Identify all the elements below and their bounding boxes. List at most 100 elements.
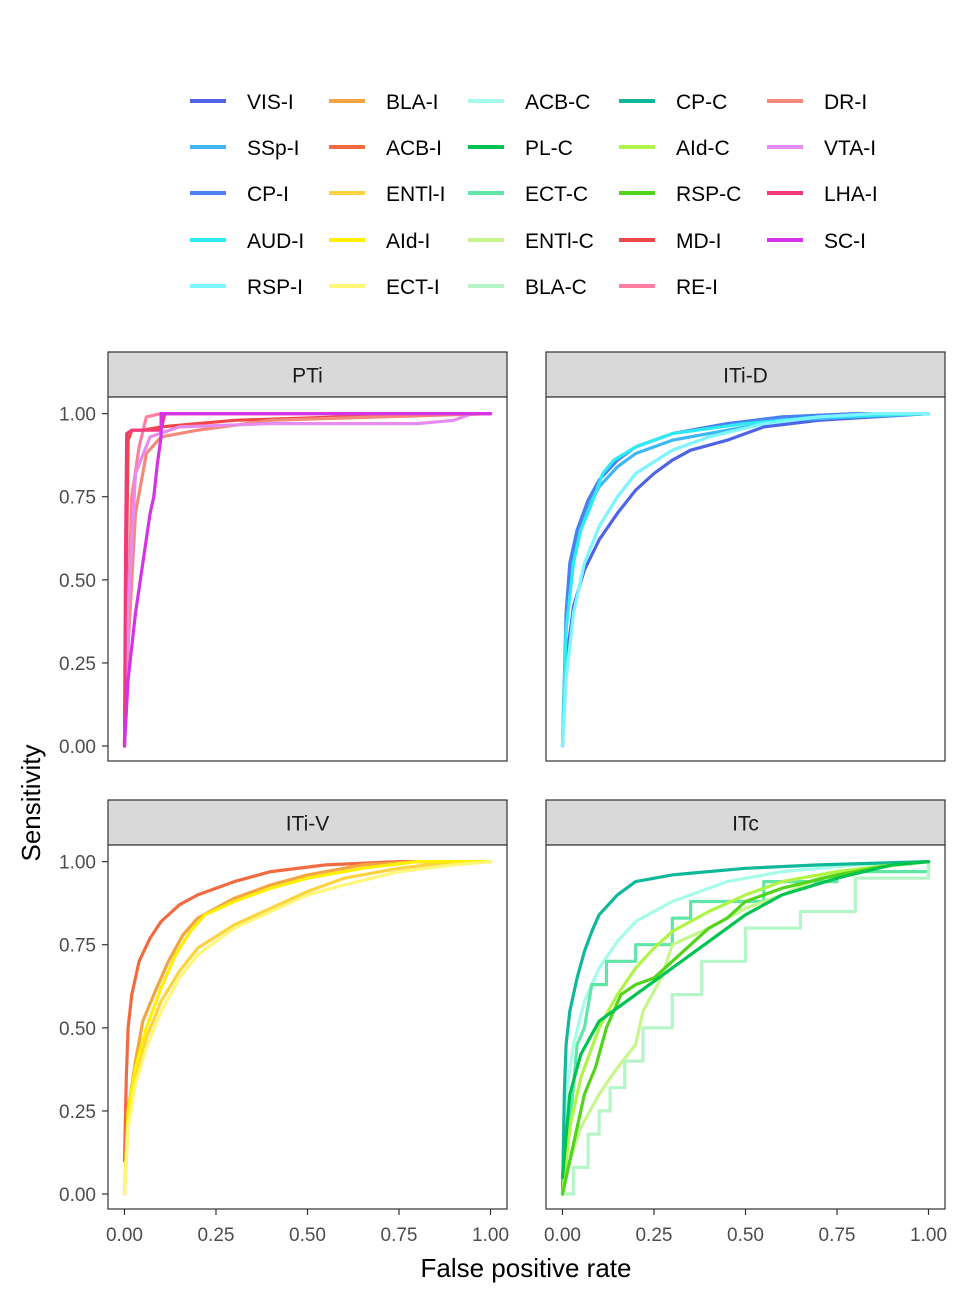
legend-item-rsp-i: RSP-I bbox=[190, 276, 303, 299]
legend-label: DR-I bbox=[824, 91, 867, 114]
legend-label: AId-C bbox=[676, 137, 730, 160]
legend-label: ENTl-I bbox=[386, 183, 446, 206]
legend-label: ACB-I bbox=[386, 137, 442, 160]
y-axis-title: Sensitivity bbox=[16, 744, 46, 861]
plot-background bbox=[546, 845, 945, 1209]
roc-line-cp-c bbox=[560, 860, 931, 1196]
plot-background bbox=[546, 397, 945, 761]
legend-item-vis-i: VIS-I bbox=[190, 91, 294, 114]
legend-item-acb-i: ACB-I bbox=[329, 137, 442, 160]
y-tick-label: 0.00 bbox=[59, 1185, 96, 1206]
y-tick-label: 1.00 bbox=[59, 853, 96, 874]
legend-item-ssp-i: SSp-I bbox=[190, 137, 300, 160]
x-tick-label: 0.25 bbox=[635, 1225, 672, 1246]
y-tick-label: 0.75 bbox=[59, 936, 96, 957]
legend-label: SSp-I bbox=[247, 137, 300, 160]
legend-label: MD-I bbox=[676, 230, 722, 253]
legend-item-bla-i: BLA-I bbox=[329, 91, 439, 114]
panel-title: PTi bbox=[292, 365, 323, 388]
x-tick-label: 0.75 bbox=[819, 1225, 856, 1246]
legend-item-md-i: MD-I bbox=[619, 230, 722, 253]
legend-item-vta-i: VTA-I bbox=[767, 137, 876, 160]
legend-label: PL-C bbox=[525, 137, 573, 160]
legend-label: RE-I bbox=[676, 276, 718, 299]
facet-panels: PTi 0.00 0.25 0.50 0.75 1.00 ITi-D ITi-V 0.00 0.2… bbox=[59, 351, 947, 1246]
x-tick-label: 1.00 bbox=[472, 1225, 509, 1246]
legend-item-aid-i: AId-I bbox=[329, 230, 430, 253]
legend-label: BLA-C bbox=[525, 276, 587, 299]
y-tick-label: 0.75 bbox=[59, 488, 96, 509]
roc-line-acb-i bbox=[122, 860, 493, 1163]
x-tick-label: 0.00 bbox=[544, 1225, 581, 1246]
legend-label: CP-C bbox=[676, 91, 727, 114]
roc-line-bla-c bbox=[560, 860, 931, 1196]
legend-item-re-i: RE-I bbox=[619, 276, 718, 299]
panel-strip bbox=[545, 799, 946, 846]
roc-line-rsp-c bbox=[560, 860, 931, 1196]
legend-item-cp-i: CP-I bbox=[190, 183, 289, 206]
legend-label: AUD-I bbox=[247, 230, 304, 253]
panel-iti-d: ITi-D bbox=[545, 351, 946, 762]
panel-iti-v: ITi-V 0.00 0.25 0.50 0.75 1.00 0.00 0.25 0.50 0.7… bbox=[59, 799, 509, 1246]
legend-label: BLA-I bbox=[386, 91, 439, 114]
y-tick-label: 0.25 bbox=[59, 654, 96, 675]
y-tick-label: 1.00 bbox=[59, 405, 96, 426]
plot-background bbox=[108, 845, 507, 1209]
panel-strip bbox=[107, 799, 508, 846]
legend: VIS-I SSp-I CP-I AUD-I RSP-I BLA-I ACB-I ENTl-I… bbox=[190, 91, 878, 299]
panel-pti: PTi 0.00 0.25 0.50 0.75 1.00 bbox=[59, 351, 508, 762]
panel-title: ITi-D bbox=[723, 365, 768, 388]
panel-title: ITi-V bbox=[286, 813, 330, 836]
legend-item-pl-c: PL-C bbox=[468, 137, 573, 160]
roc-line-entl-i bbox=[122, 860, 493, 1196]
legend-item-sc-i: SC-I bbox=[767, 230, 866, 253]
series-group bbox=[122, 860, 493, 1196]
roc-line-sc-i bbox=[122, 412, 493, 748]
panel-border bbox=[545, 396, 946, 762]
y-tick-label: 0.50 bbox=[59, 571, 96, 592]
legend-label: ECT-I bbox=[386, 276, 440, 299]
legend-label: RSP-C bbox=[676, 183, 741, 206]
legend-label: AId-I bbox=[386, 230, 430, 253]
legend-item-dr-i: DR-I bbox=[767, 91, 867, 114]
roc-line-aid-c bbox=[560, 860, 931, 1196]
x-tick-label: 0.25 bbox=[197, 1225, 234, 1246]
legend-label: VIS-I bbox=[247, 91, 294, 114]
roc-line-vta-i bbox=[122, 412, 493, 748]
plot-background bbox=[108, 397, 507, 761]
legend-item-ect-i: ECT-I bbox=[329, 276, 440, 299]
x-tick-label: 0.75 bbox=[381, 1225, 418, 1246]
roc-line-rsp-i bbox=[560, 412, 931, 748]
panel-title: ITc bbox=[732, 813, 759, 836]
legend-label: ECT-C bbox=[525, 183, 588, 206]
x-tick-label: 0.50 bbox=[727, 1225, 764, 1246]
series-group bbox=[122, 412, 493, 748]
legend-item-cp-c: CP-C bbox=[619, 91, 727, 114]
legend-label: SC-I bbox=[824, 230, 866, 253]
roc-line-aid-i bbox=[122, 860, 493, 1196]
panel-itc: ITc 0.00 0.25 0.50 0.75 1.00 bbox=[544, 799, 947, 1246]
legend-label: CP-I bbox=[247, 183, 289, 206]
legend-item-ect-c: ECT-C bbox=[468, 183, 588, 206]
panel-strip bbox=[107, 351, 508, 398]
roc-line-pl-c bbox=[560, 860, 931, 1179]
y-tick-label: 0.50 bbox=[59, 1019, 96, 1040]
x-axis-title: False positive rate bbox=[421, 1253, 632, 1283]
legend-label: VTA-I bbox=[824, 137, 876, 160]
x-tick-label: 0.00 bbox=[106, 1225, 143, 1246]
legend-item-aud-i: AUD-I bbox=[190, 230, 304, 253]
legend-item-lha-i: LHA-I bbox=[767, 183, 878, 206]
roc-line-bla-i bbox=[122, 860, 493, 1196]
panel-border bbox=[107, 396, 508, 762]
roc-line-aud-i bbox=[560, 412, 931, 748]
legend-label: LHA-I bbox=[824, 183, 878, 206]
x-tick-label: 0.50 bbox=[289, 1225, 326, 1246]
legend-item-aid-c: AId-C bbox=[619, 137, 730, 160]
legend-item-rsp-c: RSP-C bbox=[619, 183, 741, 206]
series-group bbox=[560, 860, 931, 1196]
roc-line-cp-i bbox=[560, 412, 931, 748]
legend-item-entl-c: ENTl-C bbox=[468, 230, 594, 253]
series-group bbox=[560, 412, 931, 748]
legend-label: ENTl-C bbox=[525, 230, 594, 253]
